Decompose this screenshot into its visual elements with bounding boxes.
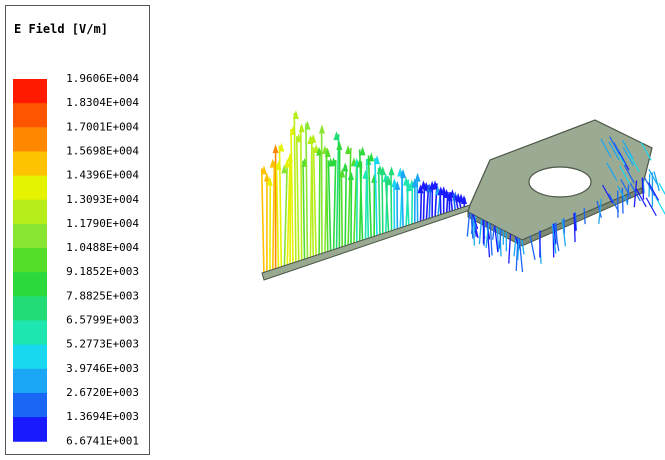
field-arrow — [391, 169, 392, 232]
legend-label: 6.5799E+003 — [66, 314, 139, 327]
legend-swatch — [13, 369, 47, 394]
legend-swatch — [13, 151, 47, 176]
arrow-head — [299, 123, 305, 132]
legend-label: 3.9746E+003 — [66, 362, 139, 375]
legend-swatch — [13, 103, 47, 128]
field-arrow — [301, 126, 302, 263]
field-arrow — [336, 134, 338, 251]
field-arrow — [622, 188, 623, 214]
arrow-head — [415, 173, 421, 182]
arrow-head — [319, 124, 325, 133]
field-arrow — [306, 124, 308, 262]
legend-swatch — [13, 176, 47, 201]
legend-swatch — [13, 296, 47, 321]
legend-label: 1.3093E+004 — [66, 193, 139, 206]
legend-label: 1.7001E+004 — [66, 120, 139, 133]
legend-label: 7.8825E+003 — [66, 289, 139, 302]
field-arrow — [273, 162, 275, 273]
field-arrow — [326, 151, 327, 254]
field-arrow — [279, 145, 281, 270]
field-arrow — [375, 158, 377, 237]
arrow-head — [348, 171, 354, 180]
legend-label: 2.6720E+003 — [66, 386, 139, 399]
arrow-group — [261, 110, 467, 276]
field-arrow — [351, 174, 352, 246]
screen: E Field [V/m] 1.9606E+0041.8304E+0041.70… — [0, 0, 665, 460]
legend-swatch — [13, 417, 47, 442]
arrow-head — [389, 166, 395, 175]
legend-swatch — [13, 393, 47, 418]
legend-swatch — [13, 272, 47, 297]
field-arrow — [291, 129, 293, 266]
legend-swatch — [13, 200, 47, 225]
legend-label: 1.3694E+003 — [66, 410, 139, 423]
legend-scale: 1.9606E+004 1.8304E+004 1.7001E+004 1.5698E… — [6, 6, 149, 454]
legend-label: 1.9606E+004 — [66, 72, 139, 85]
legend-label: 1.5698E+004 — [66, 144, 139, 157]
legend-swatch — [13, 224, 47, 249]
field-arrow — [379, 168, 380, 237]
patch-hole — [529, 167, 591, 197]
field-arrow — [357, 161, 358, 245]
field-arrow — [341, 172, 342, 250]
field-arrow — [297, 136, 299, 264]
field-arrow — [659, 183, 665, 201]
legend-label: 1.0488E+004 — [66, 241, 139, 254]
field-arrow — [646, 198, 656, 216]
legend-label: 1.4396E+004 — [66, 169, 139, 182]
legend-label: 9.1852E+003 — [66, 265, 139, 278]
field-arrow — [319, 150, 320, 258]
legend-swatch — [13, 345, 47, 370]
legend-swatch — [13, 248, 47, 273]
arrow-head — [273, 144, 279, 153]
field-arrow — [328, 161, 330, 254]
field-arrow — [313, 147, 316, 258]
legend-label: 5.2773E+003 — [66, 338, 139, 351]
field-arrow — [294, 113, 296, 265]
field-arrow — [367, 159, 369, 241]
field-arrow — [270, 180, 271, 274]
field-arrow — [262, 168, 264, 276]
field-arrow — [407, 185, 409, 227]
arrow-head — [342, 162, 348, 171]
field-arrow — [394, 181, 395, 232]
legend-label: 6.6741E+001 — [66, 434, 139, 447]
field-arrow — [276, 164, 278, 271]
field-arrow — [284, 167, 287, 269]
legend-label: 1.8304E+004 — [66, 96, 139, 109]
legend-label: 1.1790E+004 — [66, 217, 139, 230]
field-arrow — [303, 161, 305, 262]
arrow-head — [336, 141, 342, 150]
legend-swatch — [13, 79, 47, 104]
legend-swatch — [13, 321, 47, 346]
field-arrow — [345, 165, 346, 248]
legend-swatch — [13, 127, 47, 152]
field-arrow — [412, 182, 413, 225]
field-arrow — [368, 155, 371, 239]
field-arrow — [655, 196, 665, 214]
field-arrow — [382, 169, 383, 236]
field-arrow — [334, 160, 336, 252]
